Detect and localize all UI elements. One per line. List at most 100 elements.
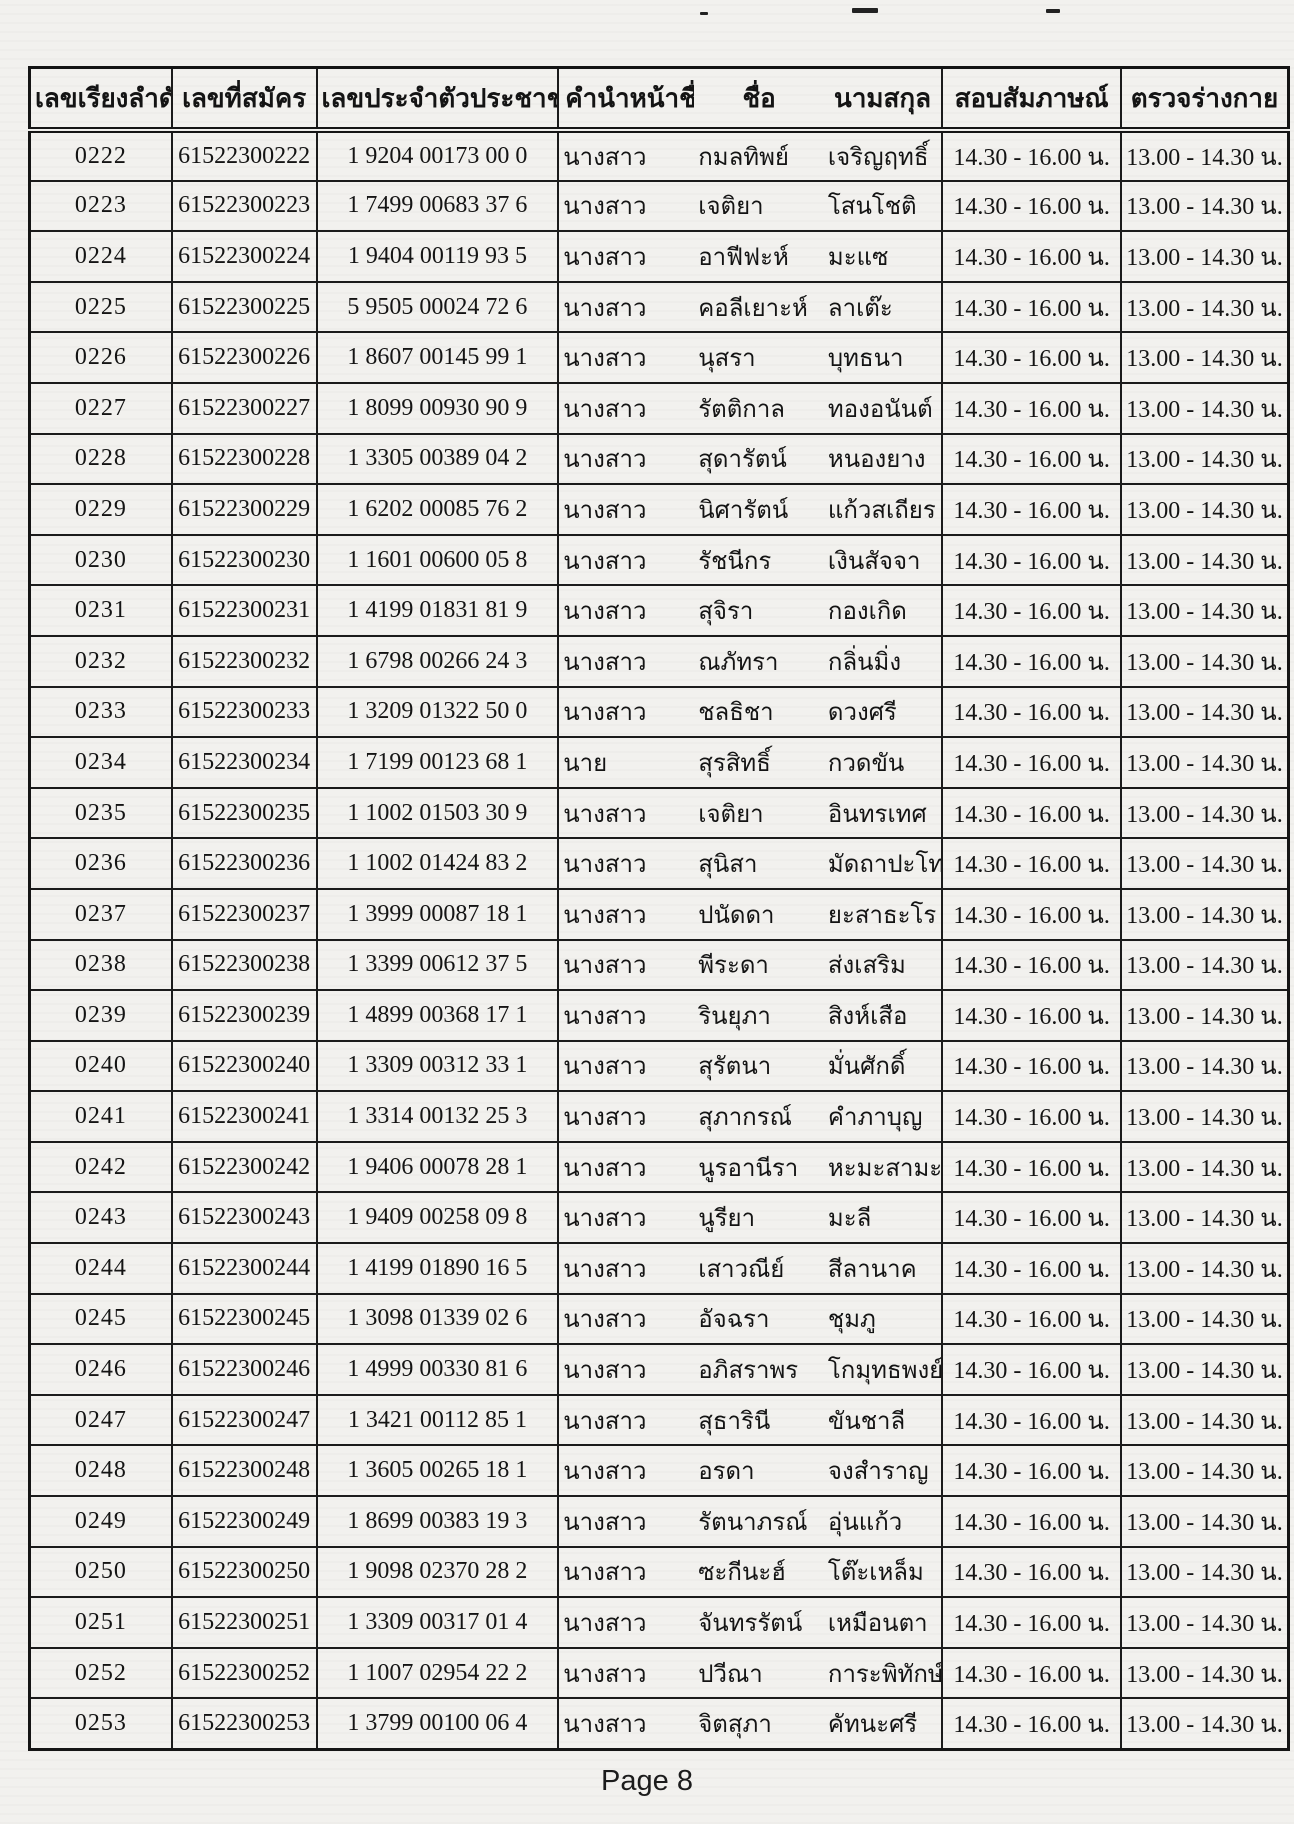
first-name-cell: อาฟีฟะห์ <box>694 230 824 283</box>
application-number-cell: 61522300251 <box>170 1596 318 1649</box>
first-name-cell: พีระดา <box>694 938 824 992</box>
citizen-id-cell: 1 3421 00112 85 1 <box>315 1393 560 1447</box>
citizen-id-cell: 1 8099 00930 90 9 <box>315 381 560 435</box>
last-name-cell: เจริญฤทธิ์ <box>823 129 944 182</box>
first-name-cell: สุธารินี <box>694 1393 824 1447</box>
citizen-id-cell: 1 7199 00123 68 1 <box>315 736 560 789</box>
interview-time-cell: 14.30 - 16.00 น. <box>941 1191 1123 1245</box>
last-name-cell: บุทธนา <box>823 331 944 384</box>
citizen-id-cell: 1 3309 00312 33 1 <box>315 1039 560 1093</box>
first-name-cell: คอลีเยาะห์ <box>694 280 824 334</box>
application-number-cell: 61522300248 <box>170 1444 318 1498</box>
seq-cell: 0238 <box>28 938 173 992</box>
physical-exam-time-cell: 13.00 - 14.30 น. <box>1120 331 1290 384</box>
table-row: 0249 61522300249 1 8699 00383 19 3 นางสา… <box>28 1495 1290 1548</box>
interview-time-cell: 14.30 - 16.00 น. <box>941 887 1123 941</box>
interview-time-cell: 14.30 - 16.00 น. <box>941 1545 1123 1599</box>
application-number-cell: 61522300247 <box>170 1393 318 1447</box>
citizen-id-cell: 1 9204 00173 00 0 <box>315 129 560 182</box>
page-number: Page 8 <box>601 1765 693 1797</box>
last-name-cell: แก้วสเถียร <box>823 483 944 536</box>
physical-exam-time-cell: 13.00 - 14.30 น. <box>1120 584 1290 637</box>
citizen-id-cell: 1 7499 00683 37 6 <box>315 179 560 233</box>
title-cell: นางสาว <box>557 685 695 739</box>
application-number-cell: 61522300241 <box>170 1090 318 1143</box>
title-cell: นางสาว <box>557 1140 695 1194</box>
first-name-cell: อภิสราพร <box>694 1343 824 1396</box>
citizen-id-cell: 1 8607 00145 99 1 <box>315 331 560 384</box>
physical-exam-time-cell: 13.00 - 14.30 น. <box>1120 1444 1290 1498</box>
last-name-cell: จงสำราญ <box>823 1444 944 1498</box>
header-last-name: นามสกุล <box>823 66 944 133</box>
first-name-cell: สุรสิทธิ์ <box>694 736 824 789</box>
physical-exam-time-cell: 13.00 - 14.30 น. <box>1120 1343 1290 1396</box>
title-cell: นางสาว <box>557 1039 695 1093</box>
application-number-cell: 61522300236 <box>170 837 318 890</box>
seq-cell: 0234 <box>28 736 173 789</box>
physical-exam-time-cell: 13.00 - 14.30 น. <box>1120 483 1290 536</box>
first-name-cell: เจติยา <box>694 786 824 840</box>
last-name-cell: มะลี <box>823 1191 944 1245</box>
application-number-cell: 61522300228 <box>170 432 318 486</box>
title-cell: นางสาว <box>557 634 695 688</box>
physical-exam-time-cell: 13.00 - 14.30 น. <box>1120 1292 1290 1346</box>
citizen-id-cell: 1 1601 00600 05 8 <box>315 533 560 587</box>
last-name-cell: ทองอนันต์ <box>823 381 944 435</box>
table-row: 0241 61522300241 1 3314 00132 25 3 นางสา… <box>28 1090 1290 1143</box>
citizen-id-cell: 1 3399 00612 37 5 <box>315 938 560 992</box>
last-name-cell: ยะสาธะโร <box>823 887 944 941</box>
application-number-cell: 61522300230 <box>170 533 318 587</box>
interview-time-cell: 14.30 - 16.00 น. <box>941 1140 1123 1194</box>
interview-time-cell: 14.30 - 16.00 น. <box>941 381 1123 435</box>
citizen-id-cell: 1 1002 01424 83 2 <box>315 837 560 890</box>
citizen-id-cell: 1 9404 00119 93 5 <box>315 230 560 283</box>
title-cell: นางสาว <box>557 1545 695 1599</box>
title-cell: นางสาว <box>557 1646 695 1700</box>
last-name-cell: สีลานาค <box>823 1242 944 1295</box>
table-row: 0245 61522300245 1 3098 01339 02 6 นางสา… <box>28 1292 1290 1346</box>
interview-time-cell: 14.30 - 16.00 น. <box>941 1495 1123 1548</box>
citizen-id-cell: 1 1002 01503 30 9 <box>315 786 560 840</box>
interview-time-cell: 14.30 - 16.00 น. <box>941 179 1123 233</box>
interview-time-cell: 14.30 - 16.00 น. <box>941 584 1123 637</box>
last-name-cell: กลิ่นมิ่ง <box>823 634 944 688</box>
application-number-cell: 61522300233 <box>170 685 318 739</box>
scan-artifact <box>852 8 878 13</box>
interview-time-cell: 14.30 - 16.00 น. <box>941 1697 1123 1750</box>
seq-cell: 0235 <box>28 786 173 840</box>
first-name-cell: ซะกีนะฮ์ <box>694 1545 824 1599</box>
header-physical-exam: ตรวจร่างกาย <box>1120 66 1290 133</box>
application-number-cell: 61522300229 <box>170 483 318 536</box>
citizen-id-cell: 1 8699 00383 19 3 <box>315 1495 560 1548</box>
application-number-cell: 61522300232 <box>170 634 318 688</box>
last-name-cell: คัทนะศรี <box>823 1697 944 1750</box>
table-row: 0236 61522300236 1 1002 01424 83 2 นางสา… <box>28 837 1290 890</box>
title-cell: นางสาว <box>557 1697 695 1750</box>
application-number-cell: 61522300235 <box>170 786 318 840</box>
last-name-cell: โสนโชติ <box>823 179 944 233</box>
scan-artifact <box>1046 9 1060 13</box>
seq-cell: 0241 <box>28 1090 173 1143</box>
first-name-cell: กมลทิพย์ <box>694 129 824 182</box>
title-cell: นางสาว <box>557 533 695 587</box>
interview-time-cell: 14.30 - 16.00 น. <box>941 989 1123 1042</box>
table-row: 0244 61522300244 1 4199 01890 16 5 นางสา… <box>28 1242 1290 1295</box>
physical-exam-time-cell: 13.00 - 14.30 น. <box>1120 432 1290 486</box>
application-number-cell: 61522300223 <box>170 179 318 233</box>
table-row: 0248 61522300248 1 3605 00265 18 1 นางสา… <box>28 1444 1290 1498</box>
citizen-id-cell: 1 9409 00258 09 8 <box>315 1191 560 1245</box>
physical-exam-time-cell: 13.00 - 14.30 น. <box>1120 887 1290 941</box>
table-row: 0223 61522300223 1 7499 00683 37 6 นางสา… <box>28 179 1290 233</box>
citizen-id-cell: 1 6202 00085 76 2 <box>315 483 560 536</box>
physical-exam-time-cell: 13.00 - 14.30 น. <box>1120 1596 1290 1649</box>
table-row: 0246 61522300246 1 4999 00330 81 6 นางสา… <box>28 1343 1290 1396</box>
seq-cell: 0239 <box>28 989 173 1042</box>
last-name-cell: กองเกิด <box>823 584 944 637</box>
citizen-id-cell: 1 4899 00368 17 1 <box>315 989 560 1042</box>
citizen-id-cell: 1 9406 00078 28 1 <box>315 1140 560 1194</box>
title-cell: นาย <box>557 736 695 789</box>
first-name-cell: สุจิรา <box>694 584 824 637</box>
last-name-cell: อุ่นแก้ว <box>823 1495 944 1548</box>
citizen-id-cell: 1 3999 00087 18 1 <box>315 887 560 941</box>
seq-cell: 0231 <box>28 584 173 637</box>
